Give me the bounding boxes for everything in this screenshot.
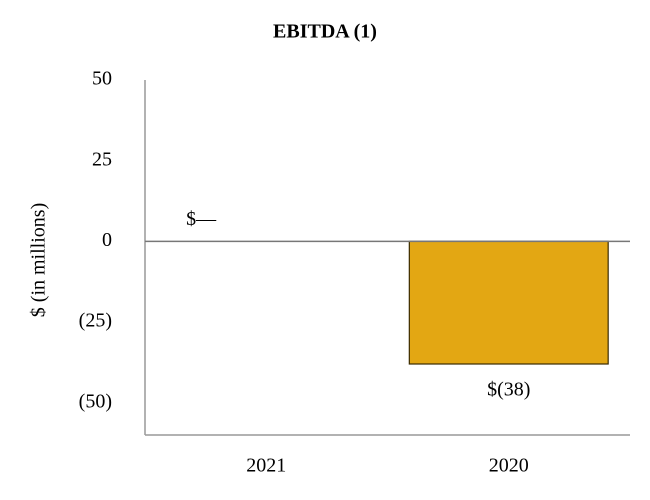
value-label: $— bbox=[186, 208, 217, 230]
x-tick-label: 2021 bbox=[246, 455, 286, 477]
y-tick-label: (25) bbox=[79, 310, 112, 332]
y-tick-label: 50 bbox=[92, 68, 112, 90]
value-label: $(38) bbox=[487, 379, 530, 401]
x-tick-label: 2020 bbox=[489, 455, 529, 477]
y-tick-label: (50) bbox=[79, 390, 112, 412]
y-axis-label: $ (in millions) bbox=[28, 203, 50, 317]
chart-title: EBITDA (1) bbox=[273, 21, 377, 43]
bar bbox=[408, 240, 609, 365]
y-tick-label: 25 bbox=[92, 148, 112, 170]
y-tick-label: 0 bbox=[102, 229, 112, 251]
